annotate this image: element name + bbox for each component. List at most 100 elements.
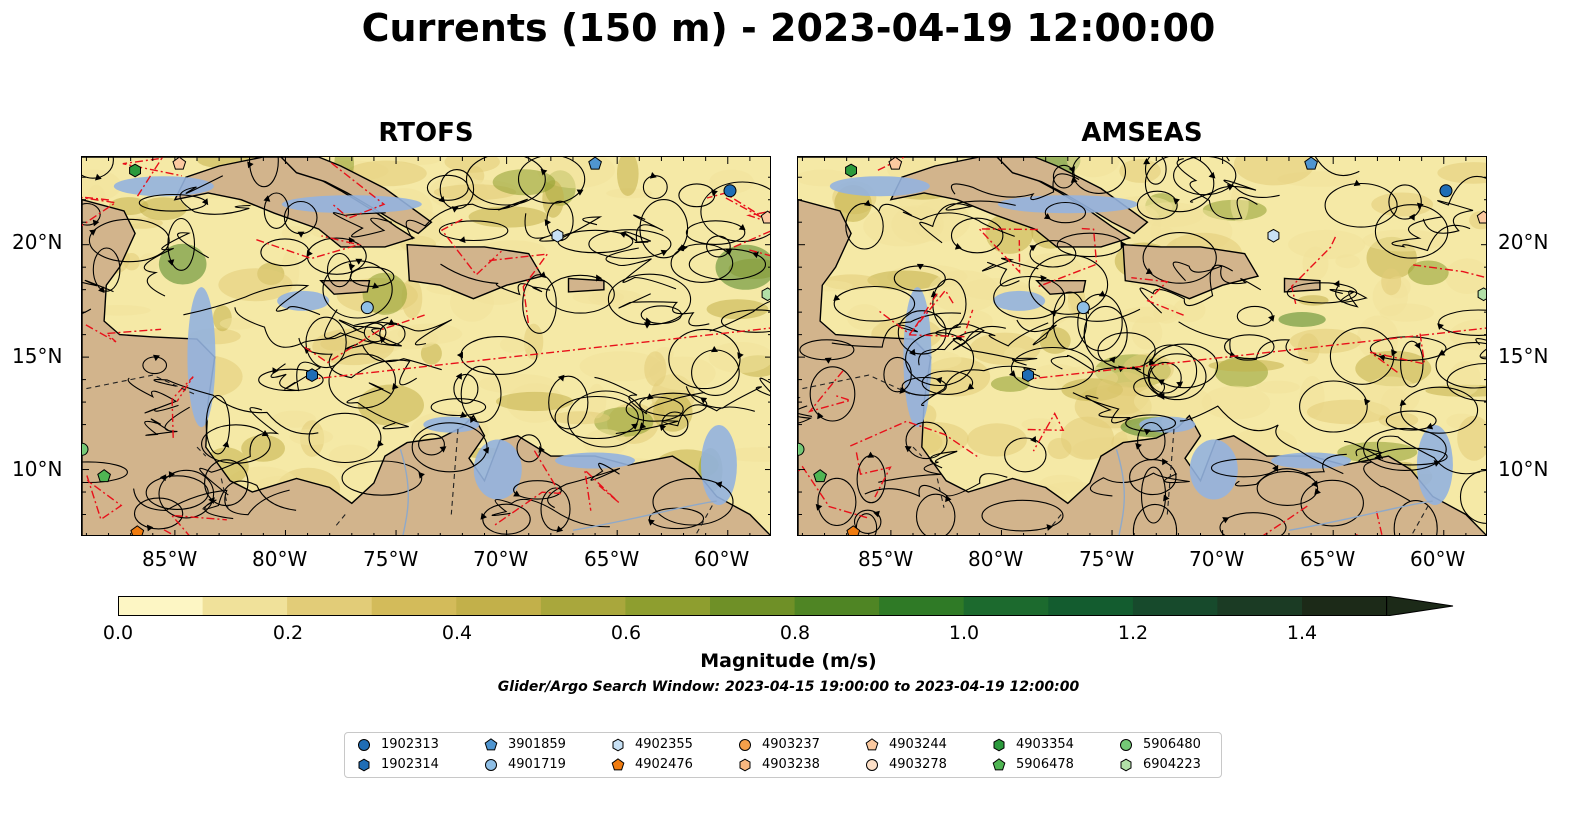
legend-label: 1902313 bbox=[381, 737, 439, 752]
colorbar-segment bbox=[879, 596, 965, 616]
search-window-text: Glider/Argo Search Window: 2023-04-15 19… bbox=[497, 679, 1080, 695]
lon-label: 60°W bbox=[694, 547, 750, 571]
colorbar-segment bbox=[287, 596, 373, 616]
float-marker-4903354 bbox=[845, 163, 857, 178]
hexagon-marker-icon bbox=[993, 738, 1005, 751]
float-marker-4901719 bbox=[360, 301, 374, 315]
colorbar bbox=[118, 596, 1454, 616]
legend-item-1902313: 1902313 bbox=[357, 737, 439, 752]
float-marker-4903244 bbox=[888, 157, 903, 170]
pentagon-marker-icon bbox=[611, 757, 625, 770]
current-streamlines bbox=[82, 157, 770, 535]
pentagon-marker-icon bbox=[484, 737, 498, 750]
map-canvas bbox=[798, 157, 1486, 535]
colorbar-segment bbox=[794, 596, 880, 616]
map-canvas bbox=[82, 157, 770, 535]
float-marker-5906480 bbox=[798, 442, 805, 456]
float-marker-4902476 bbox=[130, 525, 145, 535]
legend-label: 4903238 bbox=[762, 757, 820, 772]
lon-label: 65°W bbox=[1300, 547, 1356, 571]
circle-marker-icon bbox=[485, 758, 497, 771]
float-markers bbox=[798, 157, 1486, 535]
colorbar-segment bbox=[456, 596, 542, 616]
colorbar-segment bbox=[202, 596, 288, 616]
colorbar-tick: 0.6 bbox=[610, 622, 642, 644]
colorbar-segment bbox=[371, 596, 457, 616]
legend-item-4902476: 4902476 bbox=[611, 757, 693, 772]
map-panel-amseas bbox=[797, 156, 1487, 536]
float-marker-5906478 bbox=[97, 469, 111, 483]
float-marker-1902313 bbox=[723, 184, 737, 198]
float-marker-6904223 bbox=[761, 287, 770, 302]
lat-label: 10°N bbox=[12, 457, 63, 481]
float-marker-5906480 bbox=[82, 442, 89, 456]
legend-item-4903278: 4903278 bbox=[865, 757, 947, 772]
panel-title-rtofs: RTOFS bbox=[378, 118, 474, 148]
colorbar-tick: 0.4 bbox=[441, 622, 473, 644]
float-marker-3901859 bbox=[1304, 157, 1318, 170]
colorbar-tick: 0.8 bbox=[779, 622, 811, 644]
float-marker-1902314 bbox=[1022, 368, 1034, 382]
lon-label: 75°W bbox=[1079, 547, 1135, 571]
colorbar-tick: 0.2 bbox=[272, 622, 304, 644]
current-streamlines bbox=[798, 157, 1486, 535]
lat-label: 15°N bbox=[12, 344, 63, 368]
colorbar-segment bbox=[118, 596, 204, 616]
panel-title-amseas: AMSEAS bbox=[1081, 118, 1203, 148]
circle-marker-icon bbox=[739, 738, 751, 751]
lon-label: 80°W bbox=[252, 547, 308, 571]
legend-label: 4901719 bbox=[508, 757, 566, 772]
legend-label: 5906480 bbox=[1143, 737, 1201, 752]
legend-item-5906480: 5906480 bbox=[1119, 737, 1201, 752]
lon-label: 60°W bbox=[1410, 547, 1466, 571]
colorbar-tick: 1.0 bbox=[948, 622, 980, 644]
lon-label: 85°W bbox=[858, 547, 914, 571]
legend-item-1902314: 1902314 bbox=[357, 757, 439, 772]
country-borders bbox=[86, 374, 713, 535]
float-marker-1902313 bbox=[1439, 184, 1453, 198]
colorbar-segment bbox=[710, 596, 796, 616]
lon-label: 70°W bbox=[473, 547, 529, 571]
hexagon-marker-icon bbox=[358, 758, 370, 771]
legend-item-4903238: 4903238 bbox=[738, 757, 820, 772]
legend-label: 4903244 bbox=[889, 737, 947, 752]
legend-item-4903354: 4903354 bbox=[992, 737, 1074, 752]
circle-marker-icon bbox=[1120, 738, 1132, 751]
hexagon-marker-icon bbox=[739, 758, 751, 771]
float-marker-4903244 bbox=[1476, 210, 1486, 224]
legend-label: 4903237 bbox=[762, 737, 820, 752]
legend-item-4901719: 4901719 bbox=[484, 757, 566, 772]
lon-label: 75°W bbox=[363, 547, 419, 571]
hexagon-marker-icon bbox=[1120, 758, 1132, 771]
lat-label: 15°N bbox=[1498, 344, 1549, 368]
circle-marker-icon bbox=[866, 758, 878, 771]
legend-item-5906478: 5906478 bbox=[992, 757, 1074, 772]
colorbar-segment bbox=[625, 596, 711, 616]
eez-boundaries bbox=[798, 157, 1486, 535]
lon-label: 70°W bbox=[1189, 547, 1245, 571]
float-marker-3901859 bbox=[588, 157, 602, 170]
lon-label: 85°W bbox=[142, 547, 198, 571]
rivers bbox=[399, 449, 717, 535]
lon-label: 80°W bbox=[968, 547, 1024, 571]
legend-item-4902355: 4902355 bbox=[611, 737, 693, 752]
legend-label: 4902476 bbox=[635, 757, 693, 772]
colorbar-extend-arrow bbox=[1386, 596, 1454, 616]
legend-label: 4903278 bbox=[889, 757, 947, 772]
colorbar-segment bbox=[540, 596, 626, 616]
float-marker-6904223 bbox=[1477, 287, 1486, 302]
colorbar-segment bbox=[1217, 596, 1303, 616]
float-marker-4903244 bbox=[172, 157, 187, 170]
colorbar-segment bbox=[1048, 596, 1134, 616]
float-marker-4902476 bbox=[846, 525, 861, 535]
colorbar-tick: 0.0 bbox=[102, 622, 134, 644]
legend-label: 4903354 bbox=[1016, 737, 1074, 752]
float-markers bbox=[82, 157, 770, 535]
circle-marker-icon bbox=[358, 738, 370, 751]
colorbar-label: Magnitude (m/s) bbox=[700, 650, 877, 672]
lat-label: 20°N bbox=[12, 230, 63, 254]
legend-label: 1902314 bbox=[381, 757, 439, 772]
legend-label: 4902355 bbox=[635, 737, 693, 752]
legend-item-4903237: 4903237 bbox=[738, 737, 820, 752]
float-marker-4902355 bbox=[1267, 228, 1280, 243]
